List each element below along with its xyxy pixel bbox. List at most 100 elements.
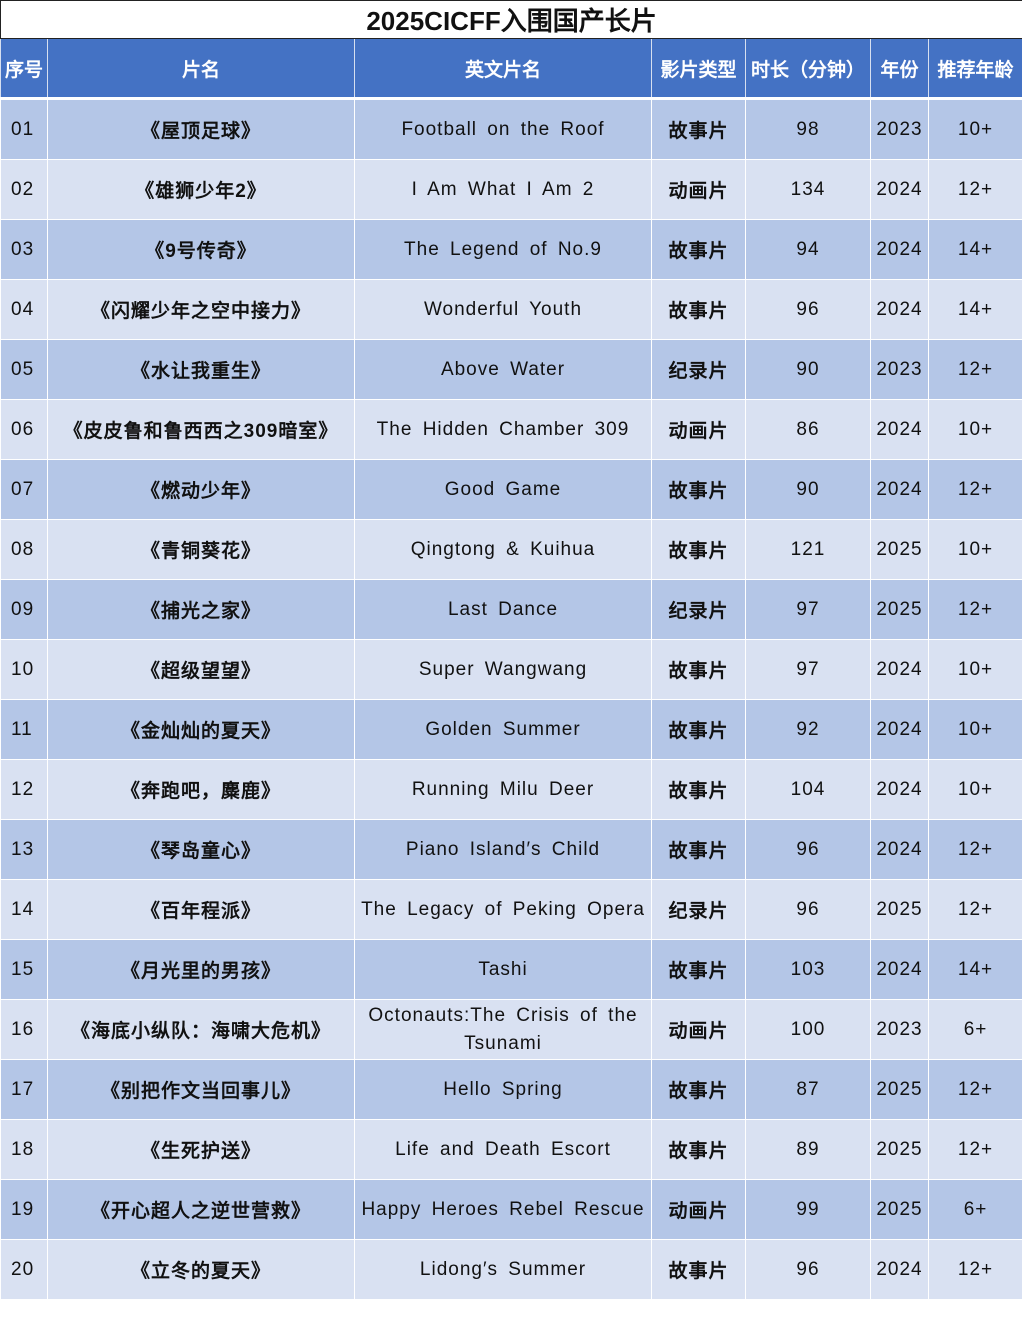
cell-age: 12+ [927, 819, 1022, 880]
cell-seq: 18 [0, 1119, 48, 1180]
table-row: 17 《别把作文当回事儿》 Hello Spring 故事片 87 2025 12+ [0, 1059, 1022, 1120]
cell-age: 10+ [927, 399, 1022, 460]
cell-seq: 10 [0, 639, 48, 700]
cell-title-cn: 《燃动少年》 [47, 459, 355, 520]
cell-title-en: Wonderful Youth [354, 279, 652, 340]
cell-title-en: Tashi [354, 939, 652, 1000]
cell-year: 2025 [870, 579, 929, 640]
cell-title-en: The Legacy of Peking Opera [354, 879, 652, 940]
cell-title-cn: 《立冬的夏天》 [47, 1239, 355, 1300]
table-row: 09 《捕光之家》 Last Dance 纪录片 97 2025 12+ [0, 579, 1022, 640]
header-duration: 时长（分钟） [745, 38, 871, 100]
cell-duration: 100 [745, 999, 871, 1060]
cell-year: 2025 [870, 1059, 929, 1120]
cell-title-cn: 《雄狮少年2》 [47, 159, 355, 220]
cell-duration: 92 [745, 699, 871, 760]
header-title-cn: 片名 [47, 38, 355, 100]
cell-age: 10+ [927, 519, 1022, 580]
cell-age: 10+ [927, 699, 1022, 760]
cell-seq: 16 [0, 999, 48, 1060]
cell-year: 2024 [870, 939, 929, 1000]
cell-duration: 97 [745, 639, 871, 700]
cell-seq: 01 [0, 98, 48, 160]
cell-genre: 故事片 [651, 939, 746, 1000]
cell-title-en: Good Game [354, 459, 652, 520]
cell-year: 2024 [870, 1239, 929, 1300]
cell-genre: 故事片 [651, 1119, 746, 1180]
cell-duration: 103 [745, 939, 871, 1000]
cell-genre: 故事片 [651, 699, 746, 760]
cell-title-en: Super Wangwang [354, 639, 652, 700]
cell-title-en: Above Water [354, 339, 652, 400]
table-row: 04 《闪耀少年之空中接力》 Wonderful Youth 故事片 96 2024 14+ [0, 279, 1022, 340]
cell-title-cn: 《超级望望》 [47, 639, 355, 700]
cell-duration: 87 [745, 1059, 871, 1120]
cell-seq: 06 [0, 399, 48, 460]
cell-year: 2024 [870, 759, 929, 820]
cell-year: 2025 [870, 1179, 929, 1240]
cell-year: 2024 [870, 639, 929, 700]
cell-age: 12+ [927, 159, 1022, 220]
cell-duration: 96 [745, 819, 871, 880]
header-year: 年份 [870, 38, 929, 100]
cell-duration: 99 [745, 1179, 871, 1240]
header-row: 序号 片名 英文片名 影片类型 时长（分钟） 年份 推荐年龄 [0, 38, 1022, 100]
cell-year: 2025 [870, 519, 929, 580]
cell-age: 12+ [927, 579, 1022, 640]
cell-title-cn: 《9号传奇》 [47, 219, 355, 280]
header-seq: 序号 [0, 38, 48, 100]
cell-seq: 07 [0, 459, 48, 520]
table-row: 08 《青铜葵花》 Qingtong & Kuihua 故事片 121 2025 10+ [0, 519, 1022, 580]
cell-age: 14+ [927, 219, 1022, 280]
cell-title-cn: 《生死护送》 [47, 1119, 355, 1180]
cell-title-cn: 《百年程派》 [47, 879, 355, 940]
cell-title-en: Running Milu Deer [354, 759, 652, 820]
cell-year: 2024 [870, 159, 929, 220]
cell-seq: 05 [0, 339, 48, 400]
header-genre: 影片类型 [651, 38, 746, 100]
cell-age: 10+ [927, 98, 1022, 160]
cell-duration: 90 [745, 459, 871, 520]
cell-seq: 04 [0, 279, 48, 340]
cell-title-en: Lidong′s Summer [354, 1239, 652, 1300]
cell-genre: 动画片 [651, 159, 746, 220]
cell-title-cn: 《月光里的男孩》 [47, 939, 355, 1000]
cell-genre: 故事片 [651, 1239, 746, 1300]
cell-title-cn: 《别把作文当回事儿》 [47, 1059, 355, 1120]
cell-duration: 121 [745, 519, 871, 580]
cell-title-en: Football on the Roof [354, 98, 652, 160]
cell-year: 2023 [870, 339, 929, 400]
cell-seq: 02 [0, 159, 48, 220]
cell-title-cn: 《捕光之家》 [47, 579, 355, 640]
cell-seq: 12 [0, 759, 48, 820]
header-age: 推荐年龄 [927, 38, 1022, 100]
table-row: 01 《屋顶足球》 Football on the Roof 故事片 98 2023 10+ [0, 98, 1022, 160]
table-row: 20 《立冬的夏天》 Lidong′s Summer 故事片 96 2024 12+ [0, 1239, 1022, 1300]
cell-title-cn: 《青铜葵花》 [47, 519, 355, 580]
cell-title-en: I Am What I Am 2 [354, 159, 652, 220]
cell-age: 10+ [927, 759, 1022, 820]
cell-genre: 故事片 [651, 219, 746, 280]
cell-year: 2024 [870, 699, 929, 760]
cell-title-cn: 《奔跑吧，麋鹿》 [47, 759, 355, 820]
table-row: 18 《生死护送》 Life and Death Escort 故事片 89 2025 12… [0, 1119, 1022, 1180]
table-row: 07 《燃动少年》 Good Game 故事片 90 2024 12+ [0, 459, 1022, 520]
cell-year: 2024 [870, 279, 929, 340]
table-row: 12 《奔跑吧，麋鹿》 Running Milu Deer 故事片 104 2024 10+ [0, 759, 1022, 820]
cell-genre: 动画片 [651, 999, 746, 1060]
cell-seq: 11 [0, 699, 48, 760]
cell-age: 6+ [927, 1179, 1022, 1240]
table-row: 16 《海底小纵队：海啸大危机》 Octonauts:The Crisis of t… [0, 999, 1022, 1060]
cell-seq: 17 [0, 1059, 48, 1120]
cell-seq: 19 [0, 1179, 48, 1240]
cell-title-en: Piano Island′s Child [354, 819, 652, 880]
table-row: 15 《月光里的男孩》 Tashi 故事片 103 2024 14+ [0, 939, 1022, 1000]
cell-title-cn: 《金灿灿的夏天》 [47, 699, 355, 760]
cell-seq: 08 [0, 519, 48, 580]
cell-title-cn: 《水让我重生》 [47, 339, 355, 400]
cell-year: 2024 [870, 399, 929, 460]
cell-duration: 90 [745, 339, 871, 400]
table-row: 02 《雄狮少年2》 I Am What I Am 2 动画片 134 2024 12+ [0, 159, 1022, 220]
cell-genre: 动画片 [651, 399, 746, 460]
